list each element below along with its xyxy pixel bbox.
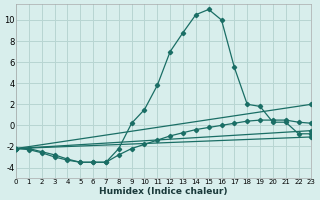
X-axis label: Humidex (Indice chaleur): Humidex (Indice chaleur) [100, 187, 228, 196]
